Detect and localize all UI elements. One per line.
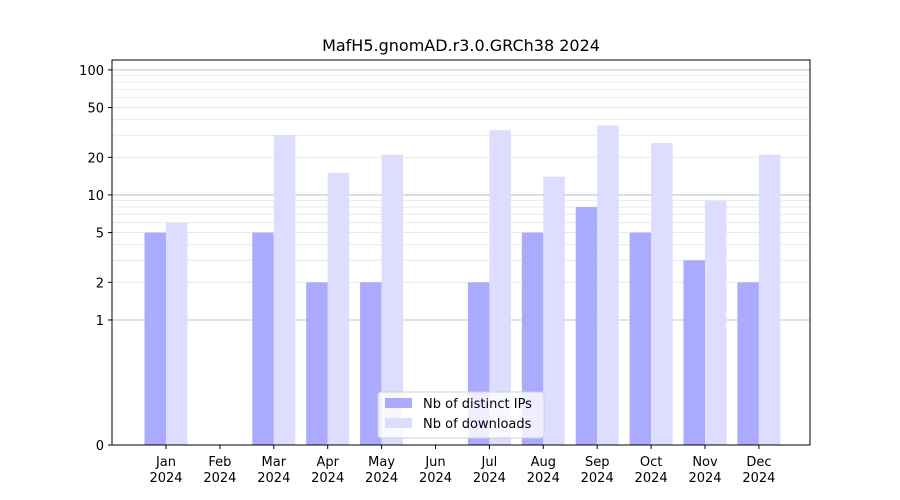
bar-distinct-ips [629, 232, 652, 445]
x-tick-label: Sep 2024 [581, 455, 614, 486]
x-tick-label: Jun 2024 [419, 455, 452, 486]
bar-downloads [758, 154, 781, 446]
legend-swatch [385, 418, 412, 428]
legend-box [377, 391, 545, 439]
bar-downloads [489, 130, 511, 445]
bar-downloads [705, 200, 727, 445]
bar-downloads [651, 143, 673, 445]
y-tick-label: 50 [87, 102, 104, 117]
x-tick-label: Feb 2024 [203, 455, 236, 486]
bar-distinct-ips [737, 282, 759, 445]
bar-distinct-ips [575, 207, 598, 445]
legend-label: Nb of distinct IPs [423, 397, 532, 412]
bar-downloads [381, 154, 404, 446]
y-tick-label: 10 [87, 189, 104, 204]
y-tick-label: 20 [87, 151, 104, 166]
chart-title: MafH5.gnomAD.r3.0.GRCh38 2024 [322, 36, 600, 55]
y-tick-label: 0 [96, 439, 104, 454]
bar-downloads [543, 176, 565, 445]
x-tick-label: Aug 2024 [527, 455, 560, 486]
x-tick-label: Apr 2024 [311, 455, 344, 486]
bar-downloads [327, 172, 350, 445]
bar-distinct-ips [683, 260, 705, 445]
bar-distinct-ips [252, 232, 274, 445]
y-tick-label: 1 [96, 314, 104, 329]
bar-downloads [273, 135, 296, 445]
x-tick-label: Nov 2024 [688, 455, 721, 486]
y-tick-label: 5 [96, 227, 104, 242]
bar-distinct-ips [306, 282, 328, 445]
bar-downloads [166, 222, 188, 445]
bar-distinct-ips [144, 232, 166, 445]
bar-downloads [597, 125, 619, 445]
y-tick-label: 2 [96, 276, 104, 291]
y-tick-label: 100 [79, 64, 104, 79]
plot-frame [111, 59, 811, 446]
x-tick-label: Jul 2024 [473, 455, 506, 486]
bars [144, 125, 781, 446]
axes: 0 1 2 5 10 20 50 100 Jan 2024 Feb 2024 Mar 2024 Apr 202… [79, 59, 811, 486]
grid-lines [112, 69, 810, 321]
x-tick-label: Jan 2024 [149, 455, 182, 486]
legend-label: Nb of downloads [423, 417, 532, 432]
legend-swatch [385, 398, 412, 408]
legend: Nb of distinct IPs Nb of downloads [377, 391, 545, 439]
bar-distinct-ips [360, 282, 382, 445]
x-tick-label: Dec 2024 [742, 455, 775, 486]
x-tick-label: Oct 2024 [635, 455, 668, 486]
x-tick-label: Mar 2024 [257, 455, 290, 486]
x-tick-label: May 2024 [365, 455, 398, 486]
